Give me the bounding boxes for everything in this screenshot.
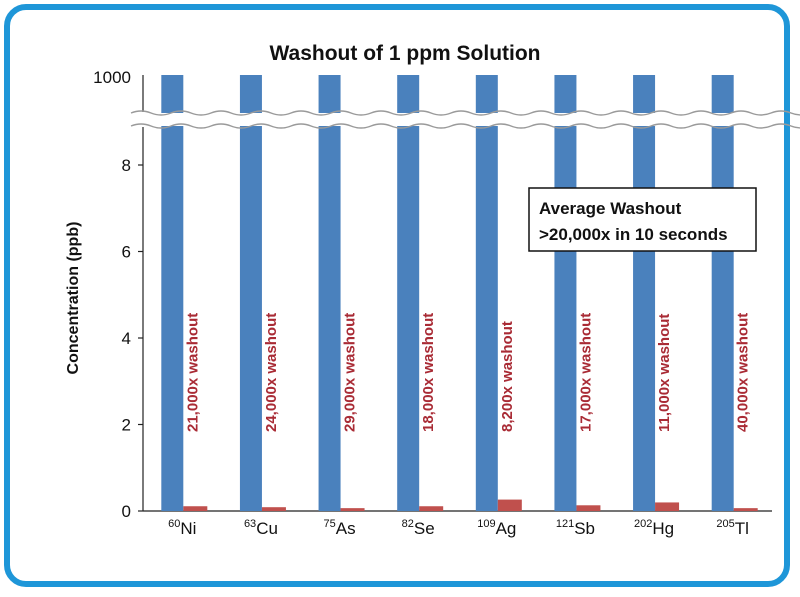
bar-blue-upper (161, 75, 184, 116)
x-category-label: 63Cu (244, 518, 278, 538)
washout-annotation: 24,000x washout (263, 313, 280, 432)
washout-annotation: 8,200x washout (499, 321, 516, 432)
element-symbol: Cu (256, 519, 278, 538)
element-symbol: Hg (652, 519, 674, 538)
element-symbol: Tl (735, 519, 749, 538)
axis-break-gap (139, 113, 776, 126)
chart-frame (4, 4, 790, 587)
washout-annotation: 21,000x washout (184, 313, 201, 432)
x-category-label: 75As (324, 518, 356, 538)
axis-breaks (130, 110, 800, 129)
axes (138, 75, 772, 512)
bar-blue-upper (318, 75, 341, 116)
element-symbol: Sb (574, 519, 595, 538)
y-tick-label-upper: 1000 (93, 68, 131, 87)
bar-red (576, 505, 601, 511)
bar-red (261, 507, 286, 511)
bar-blue-upper (397, 75, 420, 116)
axis-break-line-bottom (130, 123, 800, 129)
x-category-label: 205Tl (716, 518, 749, 538)
bar-blue (554, 125, 577, 511)
bar-blue (711, 125, 734, 511)
bar-blue-upper (711, 75, 734, 116)
bar-blue (475, 125, 498, 511)
bar-blue-upper (475, 75, 498, 116)
bars (161, 75, 758, 511)
x-category-label: 60Ni (168, 518, 196, 538)
isotope-number: 63 (244, 518, 256, 530)
bar-blue (239, 125, 262, 511)
axis-break-line-top (130, 110, 800, 116)
bar-blue (318, 125, 341, 511)
washout-annotation: 18,000x washout (420, 313, 437, 432)
x-category-label: 82Se (402, 518, 435, 538)
bar-blue-upper (633, 75, 656, 116)
washout-annotation: 17,000x washout (577, 313, 594, 432)
x-category-labels: 60Ni 63Cu 75As 82Se 109Ag 121Sb 202Hg 205Tl (168, 518, 749, 538)
bar-blue (397, 125, 420, 511)
bar-red (655, 502, 680, 511)
bar-red (183, 506, 208, 511)
x-category-label: 202Hg (634, 518, 674, 538)
y-axis-label: Concentration (ppb) (65, 222, 82, 375)
callout-line-2: >20,000x in 10 seconds (539, 225, 728, 244)
isotope-number: 82 (402, 518, 414, 530)
callout-line-1: Average Washout (539, 199, 682, 218)
isotope-number: 109 (477, 518, 495, 530)
y-tick-labels: 0 2 4 6 8 1000 (93, 68, 131, 521)
element-symbol: Se (414, 519, 435, 538)
y-tick-label: 4 (122, 329, 131, 348)
isotope-number: 60 (168, 518, 180, 530)
bar-blue (633, 125, 656, 511)
x-category-label: 121Sb (556, 518, 595, 538)
washout-annotation: 29,000x washout (342, 313, 359, 432)
bar-red (419, 506, 444, 511)
element-symbol: Ni (180, 519, 196, 538)
element-symbol: Ag (496, 519, 517, 538)
y-tick-label: 8 (122, 156, 131, 175)
isotope-number: 205 (716, 518, 734, 530)
x-category-label: 109Ag (477, 518, 516, 538)
bar-blue (161, 125, 184, 511)
y-tick-label: 0 (122, 502, 131, 521)
callout-border (528, 187, 757, 252)
bar-red (340, 508, 365, 511)
bar-annotations: 21,000x washout 24,000x washout 29,000x wa… (184, 313, 751, 432)
chart-title: Washout of 1 ppm Solution (269, 42, 540, 65)
isotope-number: 121 (556, 518, 574, 530)
washout-annotation: 40,000x washout (735, 313, 752, 432)
bar-blue-upper (554, 75, 577, 116)
y-tick-label: 6 (122, 243, 131, 262)
isotope-number: 202 (634, 518, 652, 530)
bar-red (497, 499, 522, 511)
bar-red (733, 508, 758, 511)
callout-box: Average Washout >20,000x in 10 seconds (528, 187, 757, 252)
element-symbol: As (336, 519, 356, 538)
washout-annotation: 11,000x washout (656, 314, 673, 432)
isotope-number: 75 (324, 518, 336, 530)
y-tick-label: 2 (122, 416, 131, 435)
bar-blue-upper (239, 75, 262, 116)
